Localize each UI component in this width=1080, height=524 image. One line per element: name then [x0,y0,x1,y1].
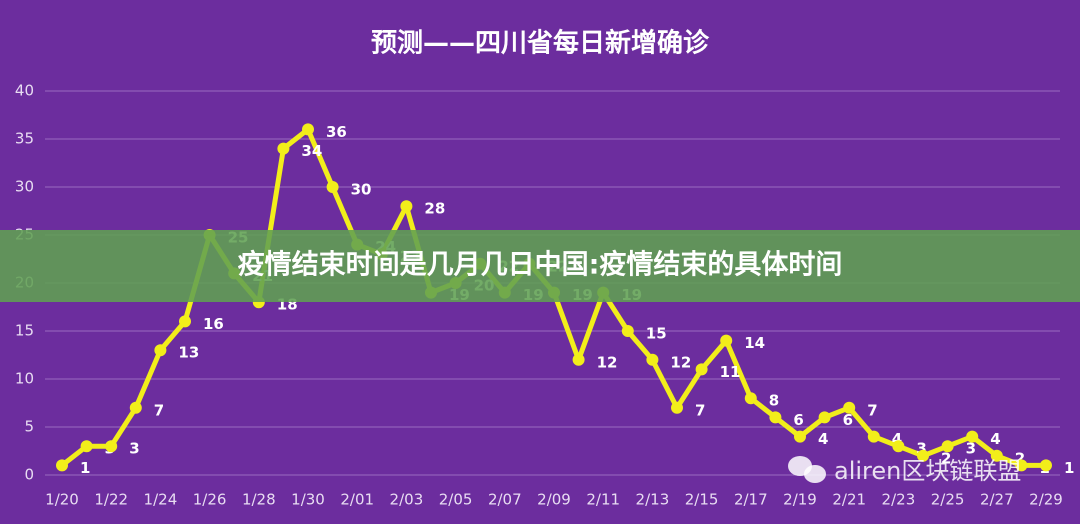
point [326,181,339,193]
point [966,430,979,443]
point [1040,459,1052,472]
point [400,200,413,213]
banner [0,230,1080,302]
point [621,325,634,337]
value-label: 28 [424,200,445,218]
point [1015,459,1028,472]
x-tick-label: 2/07 [488,491,522,509]
value-label: 16 [203,315,224,333]
x-tick-label: 1/24 [144,491,178,509]
value-label: 4 [892,430,902,448]
point [105,440,118,453]
point [843,401,856,414]
y-tick-label: 30 [15,178,34,196]
point [302,123,314,136]
value-label: 6 [793,411,803,429]
point [941,440,954,453]
point [720,334,733,347]
value-label: 12 [597,353,618,371]
point [129,401,142,414]
x-tick-label: 1/30 [291,491,325,509]
chart-title: 预测——四川省每日新增确诊 [371,28,710,59]
value-label: 8 [769,392,779,410]
x-tick-label: 1/26 [193,491,227,509]
point [646,353,659,366]
value-label: 11 [720,363,741,381]
point [744,392,757,405]
x-tick-label: 2/29 [1029,491,1063,509]
y-tick-label: 5 [24,418,34,436]
x-tick-label: 2/09 [537,491,571,509]
point [179,315,191,328]
x-tick-label: 2/25 [931,491,965,509]
value-label: 4 [818,430,828,448]
y-tick-label: 40 [15,82,34,100]
value-label: 1 [1064,459,1074,477]
value-label: 7 [695,401,705,419]
point [892,440,905,453]
value-label: 4 [990,430,1000,448]
y-tick-label: 10 [15,370,34,388]
x-tick-label: 1/20 [45,491,79,509]
value-label: 34 [301,142,322,160]
x-tick-label: 2/19 [783,491,817,509]
x-tick-label: 1/28 [242,491,276,509]
watermark-icon [788,456,826,483]
point [769,411,782,424]
value-label: 3 [129,440,139,458]
watermark: aliren区块链联盟 [834,457,1021,485]
point [917,449,929,462]
y-tick-label: 35 [15,130,34,148]
value-label: 7 [154,401,164,419]
point [671,401,683,414]
x-tick-label: 2/03 [390,491,424,509]
value-label: 2 [941,449,951,467]
x-tick-label: 2/15 [685,491,719,509]
x-tick-label: 2/27 [980,491,1014,509]
point [154,344,167,357]
x-tick-label: 2/13 [636,491,670,509]
point [794,430,806,443]
value-label: 6 [843,411,853,429]
x-tick-label: 2/21 [832,491,866,509]
value-label: 12 [670,353,691,371]
point [277,142,290,155]
point [695,363,708,376]
value-label: 3 [916,440,926,458]
value-label: 14 [744,334,765,352]
x-tick-label: 2/17 [734,491,768,509]
value-label: 7 [867,401,877,419]
value-label: 2 [1015,449,1025,467]
y-tick-label: 15 [15,322,34,340]
x-tick-label: 2/11 [586,491,620,509]
value-label: 3 [966,440,976,458]
point [990,449,1003,462]
value-label: 13 [178,344,199,362]
point [80,440,93,453]
point [56,459,68,472]
x-tick-label: 1/22 [94,491,128,509]
value-label: 1 [80,459,90,477]
value-label: 15 [646,325,667,343]
banner-text: 疫情结束时间是几月几日中国:疫情结束的具体时间 [238,249,843,281]
point [867,430,880,443]
value-label: 36 [326,123,347,141]
point [818,411,831,424]
value-label: 30 [351,181,372,199]
x-tick-label: 2/01 [340,491,374,509]
x-tick-label: 2/23 [882,491,916,509]
point [572,353,585,366]
x-tick-label: 2/05 [439,491,473,509]
y-tick-label: 0 [24,466,34,484]
